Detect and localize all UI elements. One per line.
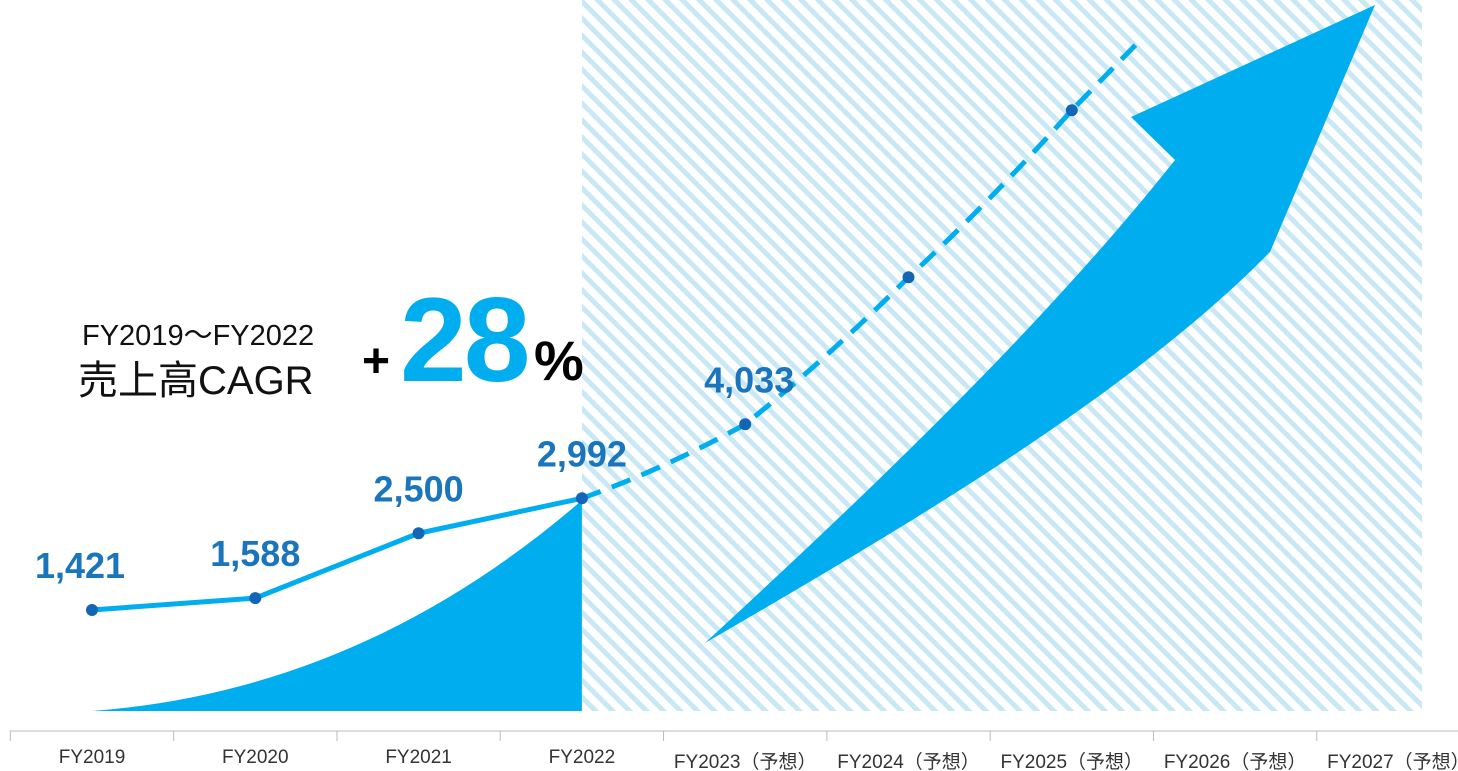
x-tick-label: FY2019 xyxy=(59,747,126,768)
data-point-FY2022 xyxy=(575,492,588,505)
data-label: 1,588 xyxy=(210,533,300,574)
data-label: 4,033 xyxy=(704,359,794,400)
cagr-callout: FY2019〜FY2022 売上高CAGR + 28 % xyxy=(60,280,620,403)
cagr-value: 28 xyxy=(400,273,530,407)
actual-revenue-line xyxy=(91,495,583,613)
cagr-unit: % xyxy=(534,329,584,392)
data-point-FY2019 xyxy=(86,603,98,616)
x-tick-label: FY2024（予想） xyxy=(837,751,980,771)
projected-point-5 xyxy=(902,271,915,284)
projected-point-4 xyxy=(739,418,752,431)
x-tick-label: FY2021 xyxy=(385,747,452,768)
data-label: 1,421 xyxy=(35,545,125,586)
cagr-period: FY2019〜FY2022 xyxy=(82,320,315,352)
x-tick-label: FY2020 xyxy=(222,747,289,768)
growth-arrow xyxy=(705,5,1375,643)
x-tick-label: FY2022 xyxy=(549,747,616,768)
cagr-label: 売上高CAGR xyxy=(78,359,314,403)
projected-revenue-line xyxy=(581,41,1139,501)
data-label: 2,992 xyxy=(537,433,627,474)
data-point-FY2021 xyxy=(412,527,425,540)
actual-area-fill xyxy=(92,500,582,711)
projected-point-6 xyxy=(1065,104,1078,117)
data-point-FY2020 xyxy=(249,592,262,605)
x-tick-label: FY2026（予想） xyxy=(1164,751,1307,771)
x-tick-label: FY2023（予想） xyxy=(674,751,817,771)
data-label: 2,500 xyxy=(374,468,464,509)
x-tick-label: FY2025（予想） xyxy=(1001,751,1144,771)
cagr-plus-sign: + xyxy=(362,335,391,388)
x-tick-label: FY2027（予想） xyxy=(1327,751,1458,771)
